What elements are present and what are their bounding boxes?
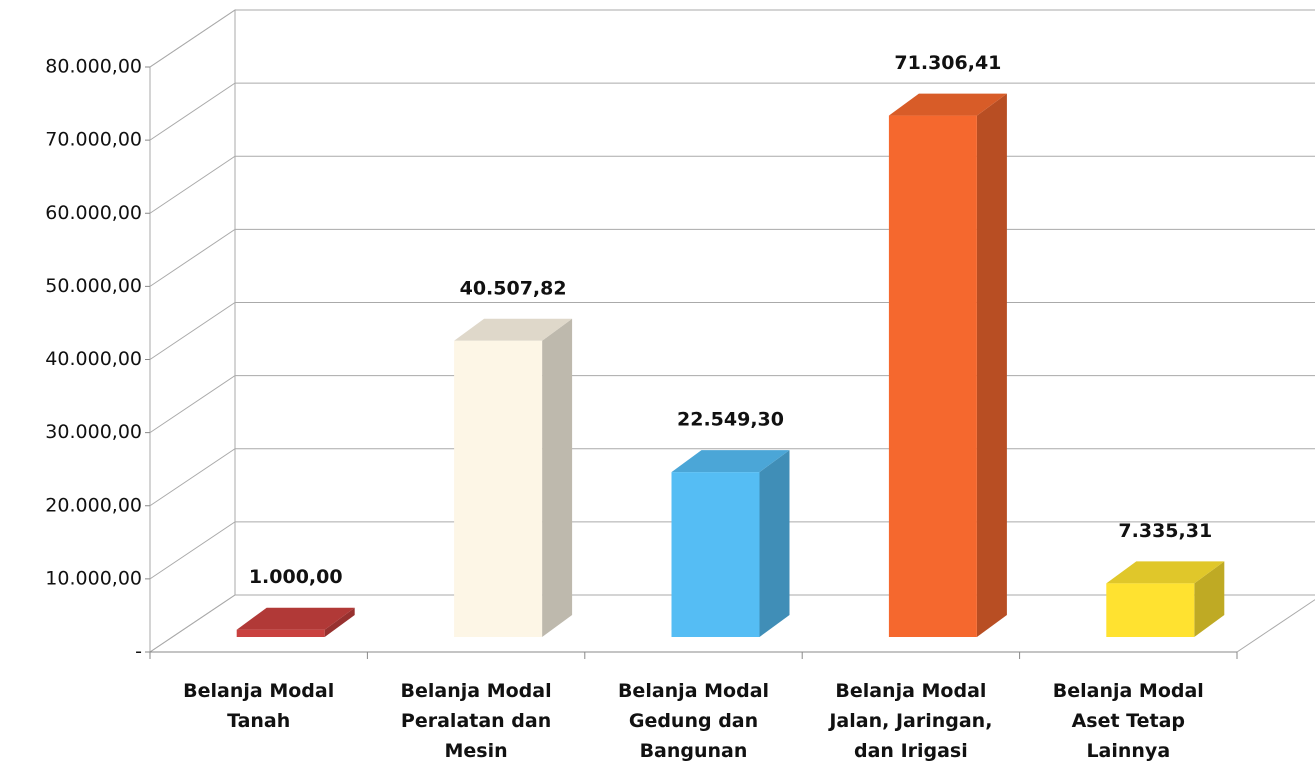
x-tick-label: Belanja Modal Aset Tetap Lainnya <box>1052 680 1204 762</box>
y-tick-label: 30.000,00 <box>45 421 142 443</box>
y-tick-label: 60.000,00 <box>45 202 142 224</box>
grid-line <box>149 9 1315 68</box>
y-tick-label: - <box>135 641 142 663</box>
bar <box>888 115 977 637</box>
grid-line <box>149 82 1315 141</box>
bar-side <box>759 450 790 637</box>
bar-top <box>671 450 790 473</box>
grid-line <box>149 228 1315 287</box>
y-tick-label: 40.000,00 <box>45 348 142 370</box>
grid-line <box>149 302 1315 360</box>
value-label: 40.507,82 <box>460 277 567 299</box>
bar <box>236 629 325 637</box>
y-tick-label: 70.000,00 <box>45 129 142 151</box>
value-label: 22.549,30 <box>677 409 784 431</box>
y-tick-label: 50.000,00 <box>45 275 142 297</box>
bar-top <box>888 93 1007 116</box>
bar-side <box>542 318 573 637</box>
y-tick-label: 10.000,00 <box>45 567 142 589</box>
bar <box>454 340 543 637</box>
x-tick-label: Belanja Modal Peralatan dan Mesin <box>400 680 552 762</box>
value-label: 1.000,00 <box>249 566 343 588</box>
bar-top <box>236 607 355 630</box>
value-label: 7.335,31 <box>1118 520 1212 542</box>
bar-side <box>1194 561 1225 637</box>
y-tick-label: 80.000,00 <box>45 56 142 78</box>
bar-top <box>1106 561 1225 584</box>
bar <box>671 472 760 637</box>
value-label: 71.306,41 <box>894 52 1001 74</box>
bar <box>1106 583 1195 637</box>
x-tick-label: Belanja Modal Gedung dan Bangunan <box>617 680 770 762</box>
bar-side <box>324 607 355 637</box>
x-tick-label: Belanja Modal Jalan, Jaringan, dan Iriga… <box>829 680 993 762</box>
grid-line <box>149 155 1315 214</box>
x-tick-label: Belanja Modal Tanah <box>183 680 335 732</box>
y-tick-label: 20.000,00 <box>45 494 142 516</box>
bar-top <box>454 318 573 341</box>
bar-side <box>976 93 1007 637</box>
